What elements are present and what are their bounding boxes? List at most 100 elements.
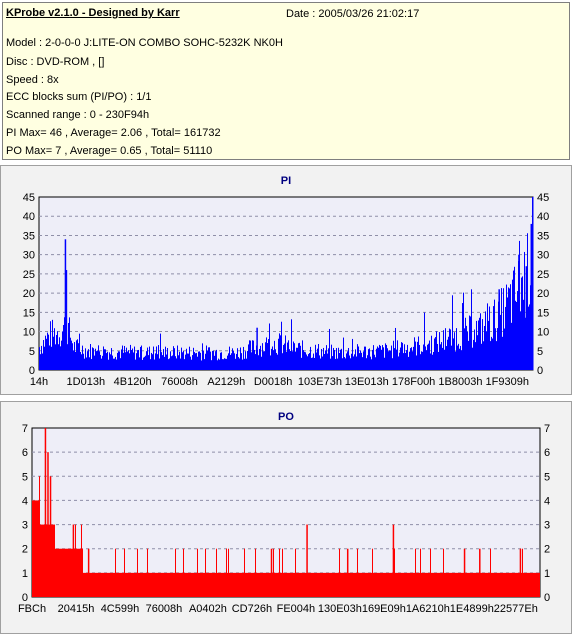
po-spike	[72, 524, 75, 597]
pi-chart-title: PI	[281, 175, 291, 187]
pi-bar	[194, 352, 195, 370]
pi-bar	[269, 323, 270, 370]
po-bar	[487, 572, 488, 597]
pi-bar	[410, 348, 411, 370]
pi-bar	[355, 349, 356, 370]
pi-bar	[260, 345, 261, 370]
po-xtick-label: FBCh	[18, 603, 46, 615]
po-bar	[296, 572, 297, 597]
po-bar	[42, 524, 43, 597]
pi-bar	[291, 319, 292, 370]
pi-bar	[231, 353, 232, 370]
pi-bar	[105, 349, 106, 370]
po-bar	[377, 572, 378, 597]
po-bar	[416, 572, 417, 597]
po-bar	[224, 572, 225, 597]
pi-bar	[513, 270, 514, 370]
po-bar	[403, 572, 404, 597]
pi-bar	[175, 356, 176, 370]
po-bar	[447, 572, 448, 597]
pi-bar	[376, 348, 377, 370]
pi-bar	[78, 343, 79, 370]
pi-bar	[157, 354, 158, 370]
pi-bar	[412, 351, 413, 370]
pi-xtick-label: 1B8003h	[438, 376, 482, 388]
po-bar	[132, 572, 133, 597]
pi-bar	[94, 355, 95, 370]
po-bar	[534, 572, 535, 597]
po-bar	[285, 572, 286, 597]
pi-bar	[380, 345, 381, 370]
pi-bar	[360, 350, 361, 370]
pi-bar	[522, 276, 523, 370]
po-bar	[344, 572, 345, 597]
po-bar	[301, 572, 302, 597]
po-bar	[276, 572, 277, 597]
po-bar	[305, 572, 306, 597]
pi-bar	[106, 353, 107, 370]
po-bar	[424, 572, 425, 597]
pi-bar	[339, 353, 340, 370]
po-bar	[85, 572, 86, 597]
po-bar	[169, 572, 170, 597]
pi-bar	[114, 358, 115, 370]
pi-bar	[286, 351, 287, 370]
pi-bar	[338, 347, 339, 370]
pi-bar	[179, 351, 180, 370]
pi-bar	[173, 346, 174, 370]
pi-ytick-left: 15	[23, 307, 35, 319]
po-bar	[71, 548, 72, 597]
pi-bar	[193, 347, 194, 370]
po-ytick-left: 7	[22, 423, 28, 435]
po-bar	[74, 548, 75, 597]
po-bar	[303, 572, 304, 597]
po-ytick-right: 0	[544, 592, 550, 604]
po-bar	[524, 572, 525, 597]
pi-bar	[172, 355, 173, 370]
po-bar	[433, 572, 434, 597]
po-chart-panel: PO 0 0 1 1 2 2 3 3 4 4 5 5 6 6 7 7 FBCh 20415h 4C599h 76008h…	[0, 401, 572, 634]
pi-bar	[171, 356, 172, 370]
pi-bar	[117, 352, 118, 370]
pi-bar	[284, 343, 285, 370]
pi-bar	[138, 349, 139, 370]
po-bar	[270, 572, 271, 597]
pi-bar	[345, 358, 346, 370]
po-bar	[239, 572, 240, 597]
po-bar	[506, 572, 507, 597]
po-bar	[83, 572, 84, 597]
pi-bar	[528, 306, 529, 370]
pi-bar	[463, 292, 464, 370]
pi-bar	[429, 340, 430, 370]
po-ytick-right: 1	[544, 568, 550, 580]
pi-bar	[191, 359, 192, 370]
pi-bar	[390, 350, 391, 370]
pi-bar	[480, 313, 481, 370]
pi-bar	[320, 358, 321, 370]
po-bar	[472, 572, 473, 597]
po-bar	[52, 524, 53, 597]
pi-bar	[521, 277, 522, 370]
po-spike	[270, 548, 273, 597]
po-bar	[168, 572, 169, 597]
pi-bar	[330, 358, 331, 370]
po-bar	[55, 548, 56, 597]
po-bar	[115, 548, 116, 597]
pi-bar	[124, 345, 125, 370]
po-bar	[126, 572, 127, 597]
pi-bar	[464, 328, 465, 370]
po-bar	[128, 572, 129, 597]
pi-bar	[407, 344, 408, 370]
pi-bar	[223, 359, 224, 370]
pi-bar	[85, 348, 86, 370]
po-bar	[497, 572, 498, 597]
po-bar	[352, 572, 353, 597]
pi-bar	[347, 351, 348, 370]
po-bar	[499, 572, 500, 597]
pi-bar	[393, 340, 394, 370]
pi-bar	[354, 354, 355, 370]
pi-bar	[353, 356, 354, 370]
pi-bar	[387, 348, 388, 370]
po-bar	[165, 572, 166, 597]
pi-xtick-label: 1F9309h	[486, 376, 529, 388]
